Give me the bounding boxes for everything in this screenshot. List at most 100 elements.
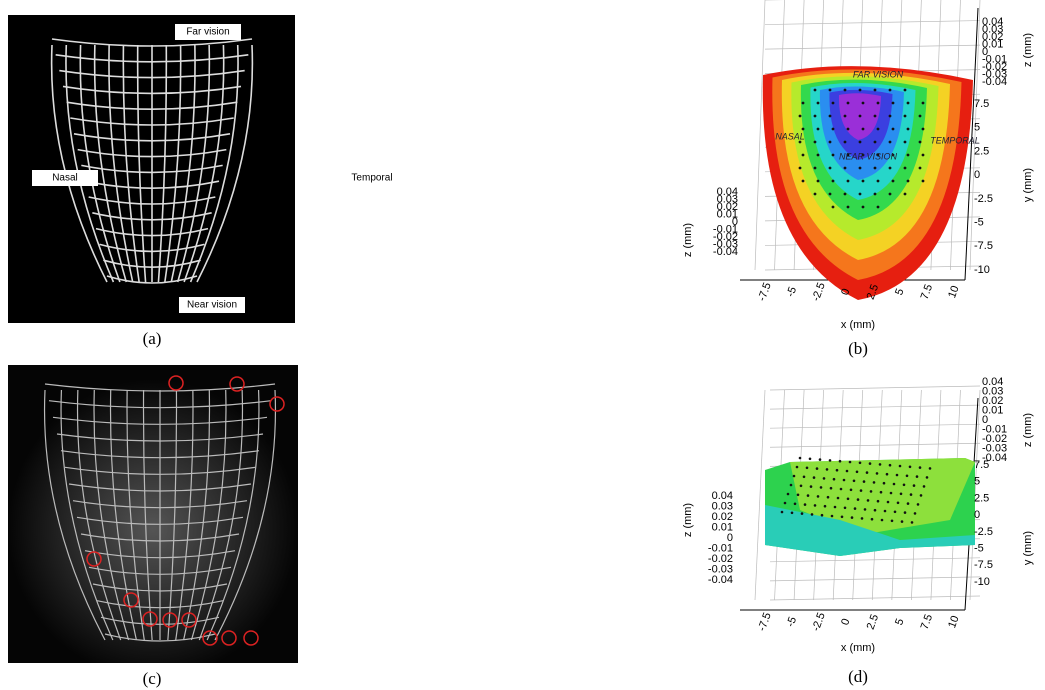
dot: [814, 193, 817, 196]
dot: [922, 128, 925, 131]
dot: [890, 492, 893, 495]
y-tick-label: -7.5: [974, 240, 993, 252]
dot: [844, 89, 847, 92]
dot: [867, 499, 870, 502]
dot: [781, 511, 784, 514]
dot: [907, 180, 910, 183]
dot: [889, 141, 892, 144]
dot: [869, 462, 872, 465]
dot: [849, 461, 852, 464]
dot: [790, 484, 793, 487]
dot: [802, 180, 805, 183]
dot: [859, 89, 862, 92]
dot: [873, 481, 876, 484]
dot: [862, 206, 865, 209]
y-tick-label: -2.5: [974, 526, 993, 538]
dot: [859, 115, 862, 118]
x-axis-label: x (mm): [841, 319, 875, 331]
grid-line: [765, 45, 980, 49]
dot: [802, 154, 805, 157]
z-axis-label: z (mm): [1022, 413, 1034, 447]
dot: [900, 493, 903, 496]
annotation: NEAR VISION: [839, 151, 898, 161]
x-tick-label: 10: [946, 284, 961, 300]
figure: Far visionNasalTemporalNear vision(a)(c)…: [0, 0, 1045, 690]
dot: [880, 491, 883, 494]
x-tick-label: -2.5: [810, 281, 828, 303]
z-tick-label: -0.04: [708, 574, 733, 586]
dot: [832, 154, 835, 157]
y-tick-label: -2.5: [974, 193, 993, 205]
y-tick-label: 5: [974, 476, 980, 488]
dot: [913, 484, 916, 487]
dot: [814, 115, 817, 118]
dot: [911, 521, 914, 524]
dot: [904, 167, 907, 170]
dot: [899, 465, 902, 468]
dot: [794, 503, 797, 506]
dot: [877, 128, 880, 131]
dot: [892, 128, 895, 131]
dot: [816, 467, 819, 470]
y-tick-label: -5: [974, 216, 984, 228]
dot: [881, 519, 884, 522]
dot: [907, 502, 910, 505]
dot: [889, 193, 892, 196]
dot: [830, 487, 833, 490]
x-tick-label: 0: [839, 617, 852, 627]
dot: [844, 167, 847, 170]
dot: [904, 89, 907, 92]
dot: [829, 89, 832, 92]
grid-line: [770, 577, 980, 581]
z-tick-label: -0.04: [982, 76, 1007, 88]
dot: [801, 512, 804, 515]
dot: [833, 478, 836, 481]
dot: [874, 115, 877, 118]
y-tick-label: 7.5: [974, 459, 989, 471]
dot: [850, 489, 853, 492]
dot: [877, 206, 880, 209]
dot: [847, 128, 850, 131]
dot: [922, 180, 925, 183]
z-tick-label: -0.04: [713, 246, 738, 258]
dot: [796, 466, 799, 469]
dot: [817, 154, 820, 157]
y-tick-label: 5: [974, 122, 980, 134]
dot: [797, 494, 800, 497]
y-tick-label: -7.5: [974, 559, 993, 571]
y-tick-label: 7.5: [974, 98, 989, 110]
x-tick-label: -7.5: [756, 611, 774, 633]
dot: [889, 89, 892, 92]
dot: [919, 167, 922, 170]
dot: [832, 102, 835, 105]
dot: [791, 512, 794, 515]
dot: [917, 503, 920, 506]
dot: [884, 510, 887, 513]
dot: [876, 472, 879, 475]
photo-label: Temporal: [351, 173, 392, 184]
dot: [879, 463, 882, 466]
dot: [923, 485, 926, 488]
x-tick-label: -2.5: [810, 611, 828, 633]
z-axis-label: z (mm): [682, 223, 694, 257]
dot: [827, 496, 830, 499]
annotation: NASAL: [775, 131, 805, 141]
dot: [904, 193, 907, 196]
photo-label: Nasal: [52, 173, 78, 184]
dot: [823, 477, 826, 480]
dot: [901, 520, 904, 523]
dot: [843, 479, 846, 482]
dot: [824, 505, 827, 508]
dot: [897, 502, 900, 505]
dot: [819, 458, 822, 461]
dot: [832, 128, 835, 131]
y-tick-label: -10: [974, 576, 990, 588]
dot: [817, 128, 820, 131]
dot: [814, 89, 817, 92]
dot: [847, 206, 850, 209]
y-tick-label: -10: [974, 264, 990, 276]
dot: [907, 102, 910, 105]
x-tick-label: 7.5: [919, 613, 936, 631]
dot: [784, 502, 787, 505]
y-tick-label: 2.5: [974, 145, 989, 157]
